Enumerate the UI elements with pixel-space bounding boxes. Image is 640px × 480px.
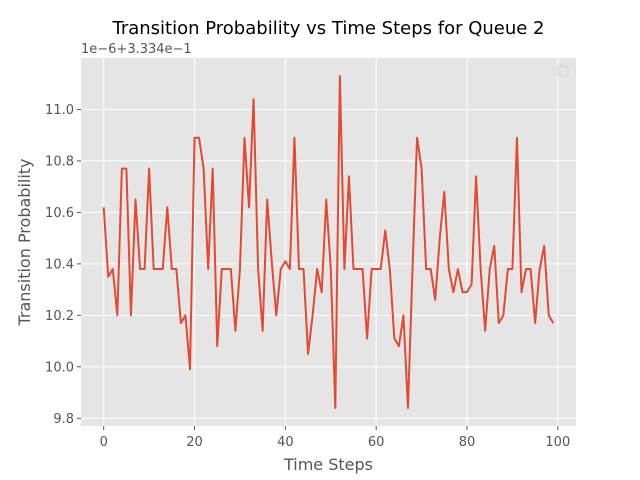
x-tick-label: 20: [186, 435, 203, 450]
x-tick-label: 100: [545, 435, 570, 450]
series-line: [102, 75, 555, 409]
y-tick-label: 10.2: [45, 309, 74, 324]
x-axis-label: Time Steps: [283, 455, 373, 474]
y-tick-label: 10.8: [45, 154, 74, 169]
legend-empty: [557, 65, 569, 77]
gridlines: [81, 58, 576, 426]
y-axis-offset-text: 1e−6+3.334e−1: [81, 42, 192, 57]
x-axis-ticks: 0 20 40 60 80 100: [100, 426, 570, 450]
y-tick-label: 9.8: [53, 412, 74, 427]
x-tick-label: 40: [277, 435, 294, 450]
x-tick-label: 0: [100, 435, 108, 450]
series-lines: [102, 75, 555, 409]
y-tick-label: 11.0: [45, 103, 74, 118]
x-tick-label: 80: [459, 435, 476, 450]
y-tick-label: 10.0: [45, 360, 74, 375]
y-tick-label: 10.6: [45, 206, 74, 221]
x-tick-label: 60: [368, 435, 385, 450]
y-tick-label: 10.4: [45, 257, 74, 272]
y-axis-label: Transition Probability: [15, 158, 34, 326]
y-axis-ticks: 9.8 10.0 10.2 10.4 10.6 10.8 11.0: [45, 103, 81, 427]
chart-title: Transition Probability vs Time Steps for…: [111, 18, 544, 39]
